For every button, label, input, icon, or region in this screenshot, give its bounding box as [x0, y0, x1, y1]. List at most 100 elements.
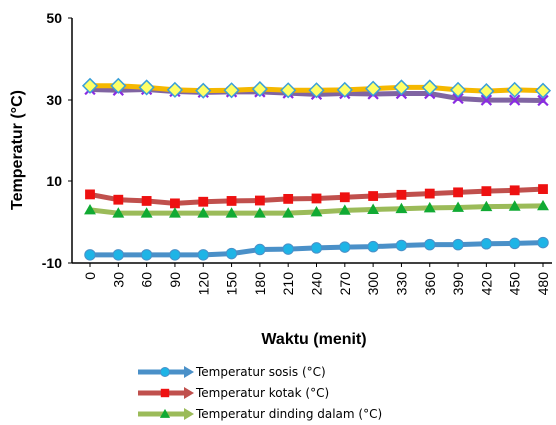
x-axis-title: Waktu (menit) — [261, 331, 366, 348]
data-point — [480, 200, 493, 212]
data-point — [112, 207, 125, 218]
x-tick-labels: 0 30 60 90 120 150 180 210 240 270 300 330 360 390 420… — [82, 263, 551, 295]
data-point — [423, 201, 436, 213]
x-tick-label: 450 — [507, 272, 523, 296]
data-point — [168, 207, 181, 218]
legend-label: Temperatur sosis (°C) — [195, 365, 326, 379]
data-point — [197, 249, 209, 261]
y-axis-title: Temperatur (°C) — [9, 90, 26, 210]
data-point — [110, 77, 127, 94]
data-point — [254, 243, 266, 256]
data-point — [480, 238, 493, 250]
legend-arrow-icon — [184, 387, 194, 399]
data-point — [338, 204, 351, 215]
data-point — [140, 207, 153, 218]
x-tick-label: 270 — [337, 272, 353, 296]
legend-label: Temperatur dinding dalam (°C) — [195, 407, 382, 421]
data-point — [310, 242, 323, 254]
data-point — [537, 236, 549, 249]
x-tick-label: 330 — [393, 272, 409, 296]
data-point — [450, 81, 467, 98]
x-tick-label: 180 — [252, 272, 268, 296]
data-point — [169, 249, 181, 261]
x-tick-label: 480 — [535, 272, 551, 296]
x-tick-label: 420 — [478, 272, 494, 296]
series — [81, 77, 552, 100]
data-point — [421, 79, 438, 96]
data-point — [339, 241, 351, 253]
data-point — [365, 80, 382, 97]
data-point — [310, 206, 323, 217]
data-point — [112, 249, 125, 261]
data-point — [159, 408, 171, 418]
data-point — [452, 201, 465, 212]
data-point — [141, 196, 152, 206]
data-point — [508, 237, 521, 250]
data-point — [140, 249, 153, 261]
x-tick-label: 150 — [224, 272, 240, 296]
data-point — [85, 189, 95, 200]
series — [84, 236, 549, 261]
data-point — [113, 194, 124, 205]
series — [84, 199, 549, 218]
legend-item: Temperatur kotak (°C) — [138, 386, 329, 400]
data-point — [198, 196, 209, 207]
data-point — [506, 81, 523, 98]
data-point — [424, 238, 436, 251]
data-point — [453, 187, 463, 198]
data-point — [537, 94, 549, 107]
series — [85, 184, 548, 209]
data-point — [280, 82, 297, 99]
data-point — [481, 186, 492, 197]
data-point — [166, 81, 183, 98]
x-tick-label: 300 — [365, 272, 381, 296]
data-point — [81, 77, 99, 94]
data-point — [254, 195, 265, 206]
data-point — [282, 243, 294, 255]
data-point — [534, 82, 552, 99]
data-point — [339, 192, 350, 203]
x-tick-label: 30 — [110, 272, 126, 288]
x-tick-label: 240 — [309, 272, 325, 296]
data-point — [308, 82, 325, 99]
y-tick-label: 10 — [46, 173, 62, 189]
legend-item: Temperatur sosis (°C) — [138, 365, 326, 379]
data-point — [508, 200, 521, 211]
data-point — [160, 367, 170, 377]
data-point — [311, 193, 322, 204]
data-point — [537, 199, 549, 211]
legend-item: Temperatur dinding dalam (°C) — [138, 407, 382, 421]
data-point — [424, 188, 435, 199]
data-point — [395, 239, 408, 252]
data-point — [226, 196, 237, 206]
x-tick-label: 210 — [280, 272, 296, 296]
data-point — [452, 238, 464, 251]
data-point — [393, 79, 410, 96]
x-tick-label: 120 — [195, 272, 211, 296]
data-point — [509, 94, 521, 106]
data-point — [84, 203, 96, 215]
data-point — [225, 247, 238, 260]
data-point — [336, 81, 353, 98]
data-point — [225, 207, 238, 218]
legend: Temperatur sosis (°C) Temperatur kotak (°… — [138, 365, 382, 421]
data-point — [282, 207, 295, 218]
legend-arrow-icon — [184, 366, 194, 378]
data-point — [396, 189, 407, 200]
data-point — [138, 79, 155, 96]
x-tick-label: 360 — [422, 272, 438, 296]
data-point — [538, 184, 548, 194]
data-point — [197, 207, 210, 218]
data-point — [509, 185, 520, 196]
legend-arrow-icon — [184, 408, 194, 420]
data-point — [170, 198, 180, 209]
x-tick-label: 0 — [82, 272, 98, 280]
x-tick-label: 90 — [167, 272, 183, 288]
data-point — [195, 82, 212, 99]
legend-label: Temperatur kotak (°C) — [195, 386, 329, 400]
data-point — [395, 202, 408, 214]
data-point — [478, 83, 495, 100]
data-point — [480, 94, 493, 106]
data-point — [251, 80, 268, 98]
